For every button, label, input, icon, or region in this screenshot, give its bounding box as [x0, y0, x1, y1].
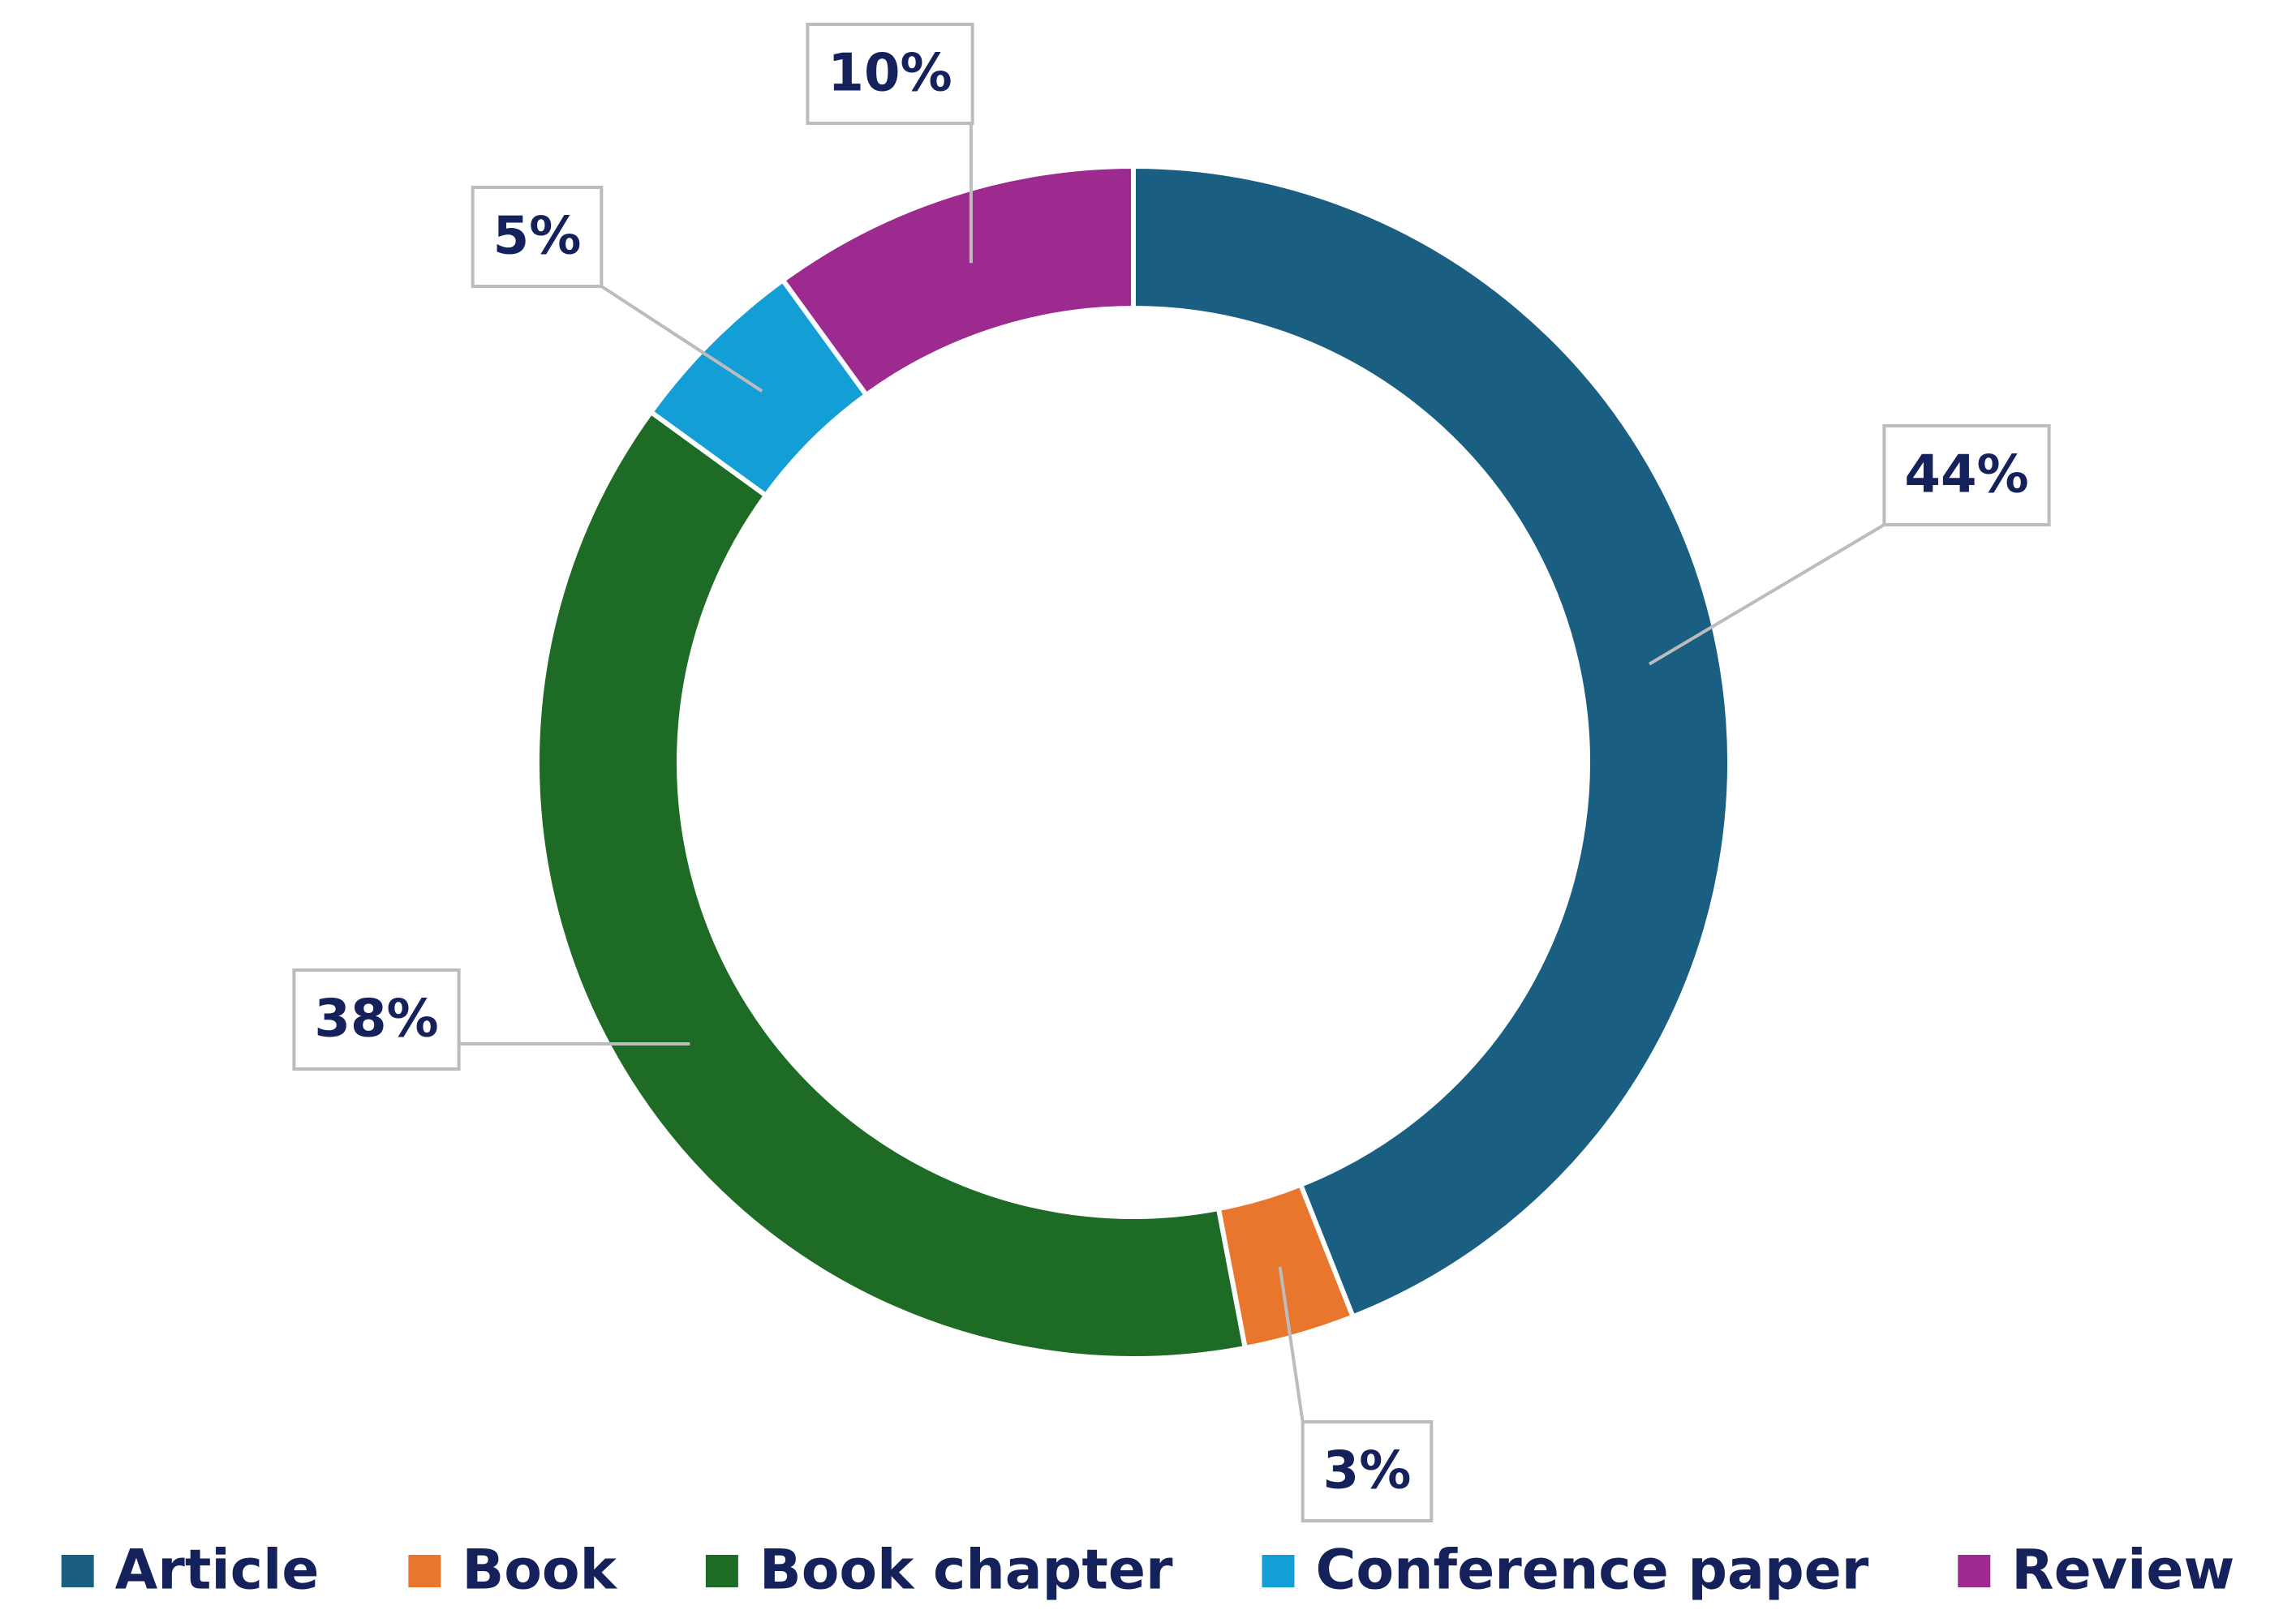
legend-swatch	[408, 1555, 441, 1587]
leader-line	[600, 285, 763, 393]
data-label-text: 44%	[1904, 445, 2028, 505]
legend: Article Book Book chapter Conference paper R…	[61, 1539, 2234, 1603]
donut-segment	[779, 163, 1136, 399]
legend-label: Review	[2011, 1539, 2234, 1603]
data-label-text: 10%	[828, 44, 952, 104]
label-box	[1882, 424, 2051, 526]
data-label: 5%	[471, 186, 763, 393]
label-box	[471, 186, 604, 288]
data-label: 44%	[1649, 424, 2051, 666]
data-label-text: 3%	[1323, 1441, 1412, 1501]
label-box	[806, 23, 974, 125]
data-label: 10%	[806, 23, 974, 264]
label-box	[1301, 1420, 1434, 1522]
data-label: 3%	[1278, 1266, 1434, 1522]
legend-swatch	[1262, 1555, 1295, 1587]
legend-swatch	[1958, 1555, 1991, 1587]
legend-label: Conference paper	[1315, 1539, 1868, 1603]
data-label: 38%	[292, 968, 690, 1071]
data-labels: 44% 3% 38% 5% 10%	[292, 23, 2051, 1522]
label-box	[292, 968, 461, 1071]
legend-label: Book	[462, 1539, 617, 1603]
legend-label: Book chapter	[759, 1539, 1173, 1603]
data-label-text: 5%	[493, 207, 582, 267]
donut-segment	[1131, 163, 1733, 1320]
leader-line	[1278, 1266, 1305, 1423]
leader-line	[1649, 523, 1885, 666]
legend-swatch	[61, 1555, 94, 1587]
legend-swatch	[705, 1555, 738, 1587]
donut-segment	[535, 408, 1249, 1361]
data-label-text: 38%	[314, 990, 438, 1050]
legend-label: Article	[115, 1539, 320, 1603]
